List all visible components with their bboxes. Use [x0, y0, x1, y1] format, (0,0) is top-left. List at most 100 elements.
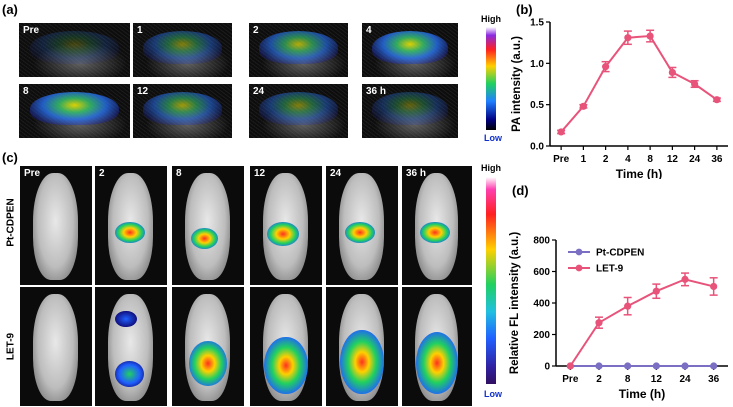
x-tick-label: 36	[708, 374, 720, 385]
panel-d-label: (d)	[512, 183, 529, 198]
data-point-LET-9	[652, 287, 660, 295]
y-tick-label: 800	[533, 236, 550, 247]
fl-frame-label: 2	[99, 168, 105, 179]
fl-frame: Pre	[20, 166, 92, 285]
data-point-Pt-CDPEN	[652, 362, 660, 370]
x-tick-label: 12	[651, 374, 663, 385]
x-tick-label: 36	[711, 154, 723, 165]
data-point-PA	[557, 128, 565, 136]
pa-frame-label: 12	[137, 86, 149, 97]
pa-frame: 36 h	[362, 84, 458, 138]
data-point-LET-9	[595, 319, 603, 327]
data-point-LET-9	[710, 282, 718, 291]
fl-frame: 36 h	[402, 166, 472, 285]
x-tick-label: Pre	[562, 374, 579, 385]
data-point-LET-9	[681, 275, 689, 283]
x-tick-label: 8	[625, 374, 631, 385]
pa-frame: 2	[249, 23, 348, 77]
data-point-PA	[602, 63, 610, 71]
fl-frame	[402, 287, 472, 406]
panel-c-label: (c)	[2, 150, 18, 165]
fl-frame: 2	[95, 166, 167, 285]
fl-frame: 12	[250, 166, 322, 285]
y-tick-label: 0.0	[530, 142, 544, 153]
series-line-LET-9	[569, 278, 714, 367]
y-tick-label: 0	[544, 362, 550, 373]
data-point-PA	[579, 102, 587, 110]
x-tick-label: 12	[667, 154, 679, 165]
fl-frame-label: 36 h	[406, 168, 427, 179]
fl-colorbar	[486, 177, 496, 384]
pa-frame: Pre	[19, 23, 130, 77]
y-tick-label: 1.0	[530, 59, 544, 70]
legend-label: Pt-CDPEN	[596, 248, 644, 259]
data-point-PA	[668, 68, 676, 77]
legend-label: LET-9	[596, 264, 624, 275]
data-point-PA	[713, 96, 721, 104]
data-point-LET-9	[566, 362, 574, 370]
row-label-let9: LET-9	[5, 332, 17, 361]
fl-frame	[20, 287, 92, 406]
fl-frame: 24	[326, 166, 398, 285]
pa-scale-low: Low	[484, 133, 502, 143]
pa-scale-high: High	[481, 14, 501, 24]
data-point-PA	[624, 34, 632, 42]
x-tick-label: 2	[603, 154, 609, 165]
panel-a-label: (a)	[2, 2, 18, 17]
pa-frame-label: 1	[137, 25, 143, 36]
x-tick-label: 24	[679, 374, 691, 385]
y-tick-label: 600	[533, 267, 550, 278]
data-point-LET-9	[624, 302, 632, 310]
fl-scale-low: Low	[484, 389, 502, 399]
pa-frame-label: 4	[366, 25, 372, 36]
pa-frame: 8	[19, 84, 130, 138]
x-axis-label: Time (h)	[616, 167, 662, 179]
data-point-Pt-CDPEN	[710, 362, 718, 370]
pa-frame-label: 2	[253, 25, 259, 36]
legend-marker	[575, 248, 583, 256]
fl-frame-label: 24	[330, 168, 342, 179]
x-axis-label: Time (h)	[619, 387, 665, 401]
pa-frame-label: Pre	[23, 25, 40, 36]
pa-frame-label: 24	[253, 86, 265, 97]
x-tick-label: 8	[647, 154, 653, 165]
y-tick-label: 400	[533, 299, 550, 310]
pa-frame: 1	[133, 23, 232, 77]
fl-frame	[172, 287, 244, 406]
y-axis-label: Relative FL intensity (a.u.)	[509, 232, 521, 374]
row-label-pt-cdpen: Pt-CDPEN	[5, 198, 17, 247]
x-tick-label: 2	[596, 374, 602, 385]
fl-frame	[95, 287, 167, 406]
pa-colorbar	[486, 27, 496, 130]
x-tick-label: 4	[625, 154, 631, 165]
fl-frame-label: Pre	[24, 168, 41, 179]
y-tick-label: 200	[533, 330, 550, 341]
fl-frame-label: 12	[254, 168, 266, 179]
y-tick-label: 0.5	[530, 100, 544, 111]
data-point-Pt-CDPEN	[624, 362, 632, 370]
y-axis-label: PA intensity (a.u.)	[511, 36, 523, 132]
panel-b-label: (b)	[516, 2, 533, 17]
pa-frame-label: 36 h	[366, 86, 387, 97]
fl-frame	[326, 287, 398, 406]
pa-frame: 24	[249, 84, 348, 138]
pa-frame: 4	[362, 23, 458, 77]
x-tick-label: 1	[581, 154, 587, 165]
legend-marker	[575, 264, 583, 272]
series-line-PA	[560, 35, 718, 133]
fl-frame: 8	[172, 166, 244, 285]
x-tick-label: Pre	[553, 154, 570, 165]
fl-frame	[250, 287, 322, 406]
x-tick-label: 24	[689, 154, 701, 165]
data-point-Pt-CDPEN	[595, 362, 603, 370]
fl-frame-label: 8	[176, 168, 182, 179]
y-tick-label: 1.5	[530, 18, 544, 29]
fl-scale-high: High	[481, 163, 501, 173]
pa-frame: 12	[133, 84, 232, 138]
chart-fl-intensity: 0 200 400 600 800 Pre 2 8 12 24 36 Time (h) Relative…	[509, 232, 728, 401]
pa-frame-label: 8	[23, 86, 29, 97]
data-point-Pt-CDPEN	[681, 362, 689, 370]
data-point-PA	[691, 80, 699, 88]
data-point-PA	[646, 32, 654, 40]
